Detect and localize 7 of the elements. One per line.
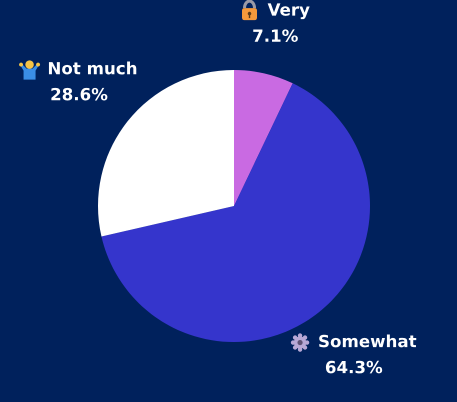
data-label: 7.1% bbox=[253, 29, 298, 42]
data-label: 64.3% bbox=[326, 360, 382, 374]
slice-label: Somewhat bbox=[319, 334, 416, 348]
pie-slice bbox=[234, 70, 293, 206]
slice-label: Very bbox=[268, 3, 310, 20]
data-label: 28.6% bbox=[51, 88, 108, 100]
slice-label: Not much bbox=[48, 62, 136, 74]
